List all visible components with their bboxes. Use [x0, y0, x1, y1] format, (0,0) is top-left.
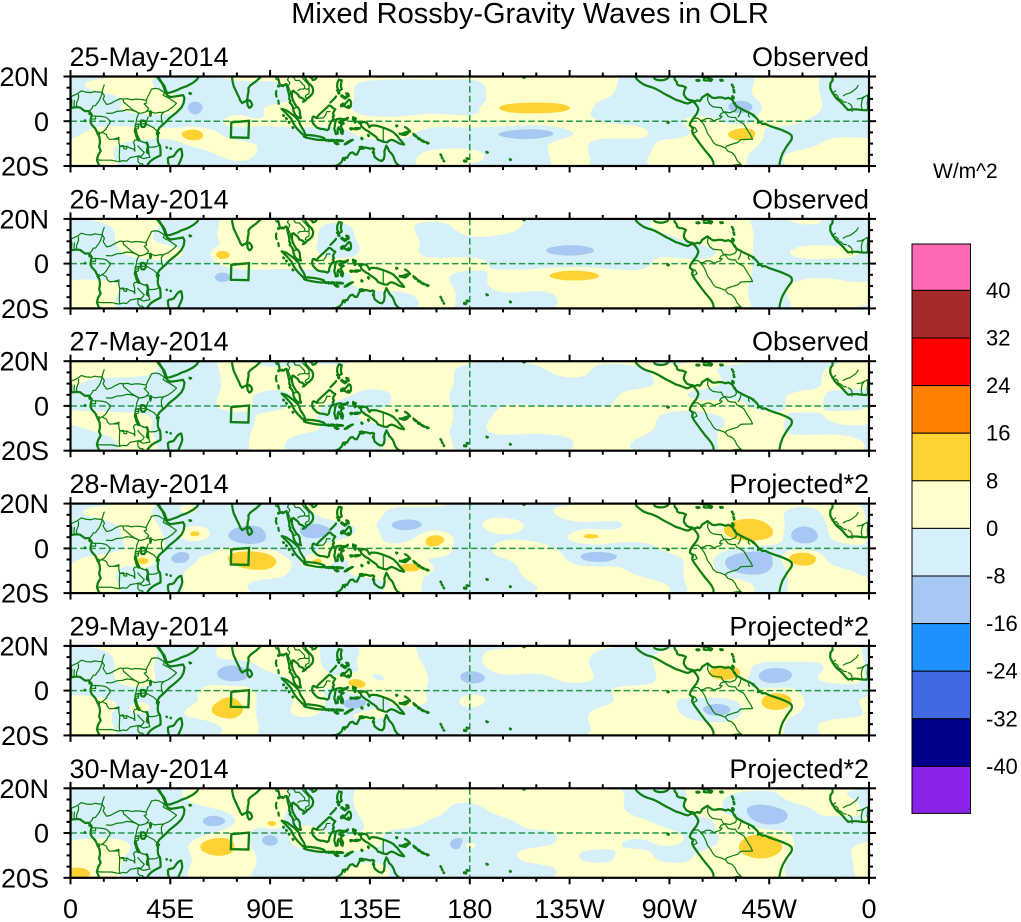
svg-text:Observed: Observed — [752, 184, 869, 214]
svg-text:90E: 90E — [246, 894, 294, 922]
svg-text:Mixed Rossby-Gravity Waves in: Mixed Rossby-Gravity Waves in OLR — [291, 0, 769, 30]
svg-text:16: 16 — [986, 421, 1010, 446]
svg-text:Observed: Observed — [752, 42, 869, 72]
svg-text:20N: 20N — [0, 62, 49, 92]
svg-text:26-May-2014: 26-May-2014 — [70, 184, 229, 214]
svg-text:135E: 135E — [338, 894, 401, 922]
svg-text:-8: -8 — [986, 564, 1006, 589]
svg-text:45W: 45W — [741, 894, 797, 922]
svg-text:32: 32 — [986, 326, 1010, 351]
svg-text:20N: 20N — [0, 489, 49, 519]
svg-text:135W: 135W — [534, 894, 605, 922]
svg-text:30-May-2014: 30-May-2014 — [70, 754, 229, 784]
svg-text:-40: -40 — [986, 754, 1018, 779]
svg-text:Observed: Observed — [752, 327, 869, 357]
svg-text:W/m^2: W/m^2 — [933, 160, 998, 183]
svg-text:0: 0 — [63, 894, 78, 922]
svg-text:20S: 20S — [1, 721, 49, 751]
svg-text:20S: 20S — [1, 579, 49, 609]
svg-text:27-May-2014: 27-May-2014 — [70, 327, 229, 357]
svg-text:0: 0 — [34, 676, 49, 706]
svg-text:8: 8 — [986, 468, 998, 493]
svg-text:29-May-2014: 29-May-2014 — [70, 611, 229, 641]
svg-text:20N: 20N — [0, 204, 49, 234]
svg-text:40: 40 — [986, 278, 1010, 303]
svg-text:20S: 20S — [1, 152, 49, 182]
svg-text:0: 0 — [986, 516, 998, 541]
svg-text:0: 0 — [34, 249, 49, 279]
svg-text:Projected*2: Projected*2 — [729, 469, 869, 499]
svg-text:20N: 20N — [0, 631, 49, 661]
svg-text:Projected*2: Projected*2 — [729, 611, 869, 641]
svg-text:20S: 20S — [1, 863, 49, 893]
svg-text:-16: -16 — [986, 611, 1018, 636]
svg-text:24: 24 — [986, 373, 1010, 398]
svg-text:20S: 20S — [1, 294, 49, 324]
svg-text:20S: 20S — [1, 436, 49, 466]
svg-text:-32: -32 — [986, 706, 1018, 731]
svg-text:-24: -24 — [986, 659, 1018, 684]
svg-text:0: 0 — [34, 819, 49, 849]
svg-text:180: 180 — [447, 894, 492, 922]
svg-text:0: 0 — [34, 391, 49, 421]
svg-text:25-May-2014: 25-May-2014 — [70, 42, 229, 72]
svg-text:0: 0 — [861, 894, 876, 922]
svg-text:90W: 90W — [642, 894, 698, 922]
svg-text:28-May-2014: 28-May-2014 — [70, 469, 229, 499]
svg-text:0: 0 — [34, 107, 49, 137]
svg-text:20N: 20N — [0, 774, 49, 804]
svg-text:20N: 20N — [0, 347, 49, 377]
svg-text:0: 0 — [34, 534, 49, 564]
svg-text:45E: 45E — [146, 894, 194, 922]
svg-text:Projected*2: Projected*2 — [729, 754, 869, 784]
